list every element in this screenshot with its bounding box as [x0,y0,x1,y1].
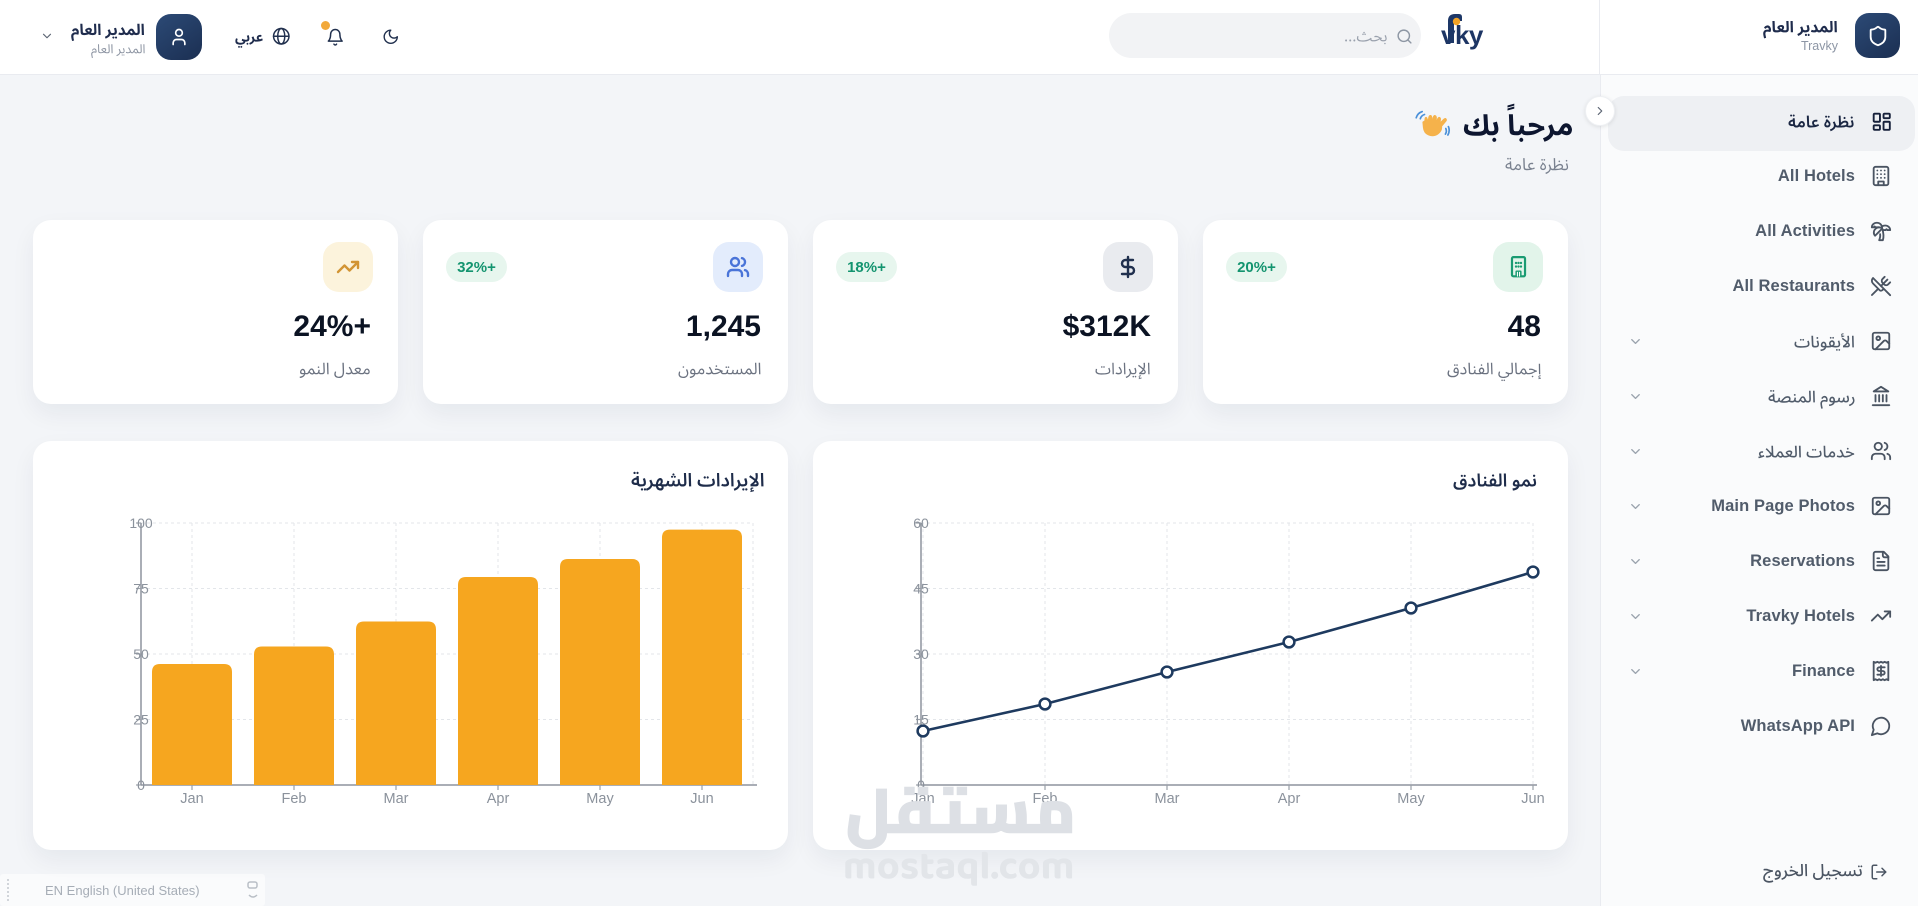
svg-text:Mar: Mar [384,791,409,807]
svg-text:Mar: Mar [1155,791,1180,807]
svg-text:0: 0 [917,777,925,793]
svg-text:Jun: Jun [690,791,713,807]
svg-text:50: 50 [133,646,149,662]
svg-text:May: May [586,791,614,807]
svg-text:60: 60 [913,515,929,531]
svg-text:100: 100 [129,515,153,531]
svg-text:15: 15 [913,712,929,728]
svg-text:Apr: Apr [1278,791,1301,807]
svg-text:Jan: Jan [180,791,203,807]
svg-text:Jun: Jun [1521,791,1544,807]
svg-text:25: 25 [133,712,149,728]
svg-text:Feb: Feb [282,791,307,807]
svg-text:75: 75 [133,581,149,597]
svg-text:May: May [1397,791,1425,807]
svg-text:30: 30 [913,646,929,662]
svg-text:45: 45 [913,581,929,597]
svg-text:0: 0 [137,777,145,793]
svg-text:Apr: Apr [487,791,510,807]
